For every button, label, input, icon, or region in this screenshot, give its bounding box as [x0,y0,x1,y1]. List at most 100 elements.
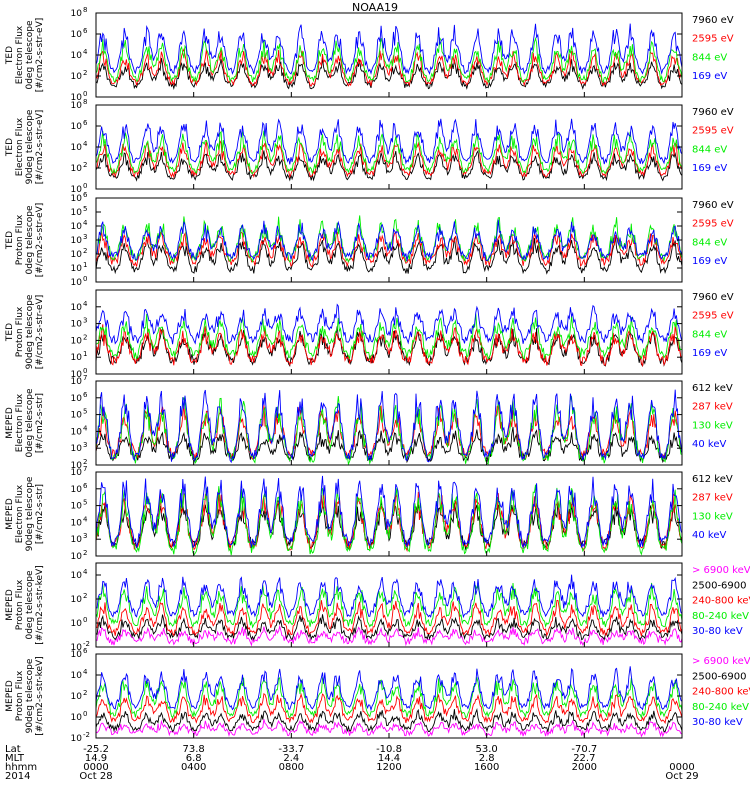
y-tick-exponent: 4 [83,300,88,308]
legend-entry: > 6900 keV [692,565,750,576]
y-tick-exponent: 6 [83,27,88,35]
x-tick-label: 14.4 [378,753,400,764]
y-tick-label: 10 [71,552,83,562]
y-tick-label: 10 [71,336,83,346]
series-line-2-4 [95,118,683,166]
legend-entry: 30-80 keV [692,626,743,637]
y-tick-label: 10 [71,72,83,82]
y-tick-exponent: -2 [83,640,90,648]
y-tick-exponent: 2 [83,458,87,466]
y-tick-label: 10 [71,101,83,111]
y-tick-label: 10 [71,619,83,629]
x-tick-label: -10.8 [376,744,402,755]
x-tick-label: -70.7 [571,744,597,755]
y-tick-exponent: 4 [83,140,88,148]
y-axis-label: [#/cm2-s-str-keV] [35,565,45,644]
y-axis-label: 90deg telescope [25,109,35,184]
y-axis-label: [#/cm2-s-str-eV] [35,18,45,93]
x-tick-label: 2000 [572,762,597,773]
x-tick-label: 22.7 [573,753,595,764]
y-tick-exponent: 4 [83,424,88,432]
y-tick-label: 10 [71,485,83,495]
y-tick-exponent: 1 [83,261,87,269]
x-tick-label: 73.8 [183,744,205,755]
y-tick-label: 10 [71,278,83,288]
x-tick-label: -25.2 [83,744,109,755]
y-axis-label: MEPED [5,680,15,712]
y-tick-exponent: 1 [83,350,87,358]
y-tick-exponent: 6 [83,647,88,655]
y-tick-label: 10 [71,502,83,512]
y-tick-label: 10 [71,208,83,218]
x-tick-label: 14.9 [85,753,107,764]
y-axis-label: Electron Flux [15,25,25,84]
legend-entry: 844 eV [692,329,727,340]
y-axis-label: [#/cm2-s-str] [35,484,45,544]
y-tick-exponent: 6 [83,191,88,199]
y-tick-label: 10 [71,9,83,19]
x-row-label: 2014 [5,771,30,782]
legend-entry: 40 keV [692,530,726,541]
y-tick-label: 10 [71,93,83,103]
y-tick-exponent: 5 [83,205,87,213]
x-tick-label: 0800 [279,762,304,773]
x-tick-label: 0000 [83,762,108,773]
y-tick-exponent: 0 [83,367,87,375]
series-line-3-1 [95,236,683,275]
y-tick-label: 10 [71,444,83,454]
y-tick-label: 10 [71,377,83,387]
y-axis-label: [#/cm2-s-str-keV] [35,656,45,735]
y-tick-label: 10 [71,185,83,195]
legend-entry: 7960 eV [692,200,734,211]
y-tick-label: 10 [71,122,83,132]
y-axis-label: TED [5,46,15,65]
series-line-7-1 [95,624,683,647]
y-tick-exponent: 2 [83,161,87,169]
y-tick-exponent: 0 [83,182,87,190]
y-tick-exponent: -2 [83,731,90,739]
legend-entry: 7960 eV [692,292,734,303]
series-line-8-3 [95,692,683,725]
legend-entry: 612 keV [692,383,733,394]
legend-entry: 844 eV [692,237,727,248]
y-axis-label: 0deg telescope [25,20,35,90]
y-tick-exponent: 7 [83,374,87,382]
legend-entry: 844 eV [692,52,727,63]
y-axis-label: MEPED [5,498,15,530]
x-tick-label: 0400 [181,762,206,773]
y-tick-exponent: 8 [83,98,87,106]
series-line-1-1 [95,58,683,91]
y-tick-label: 10 [71,518,83,528]
legend-entry: 287 keV [692,493,733,504]
y-axis-label: [#/cm2-s-str-eV] [35,203,45,278]
legend-entry: 2595 eV [692,34,734,45]
y-axis-label: [#/cm2-s-str] [35,393,45,453]
y-tick-exponent: 6 [83,391,88,399]
y-tick-label: 10 [71,411,83,421]
x-tick-label: 2.4 [283,753,299,764]
y-axis-label: Proton Flux [15,670,25,721]
y-axis-label: 0deg telescope [25,388,35,458]
series-line-7-2 [95,614,683,642]
series-line-4-1 [95,326,683,368]
legend-entry: 7960 eV [692,107,734,118]
legend-entry: 612 keV [692,474,733,485]
y-tick-label: 10 [71,250,83,260]
y-axis-label: MEPED [5,407,15,439]
chart-title: NOAA19 [351,1,399,14]
y-tick-label: 10 [71,143,83,153]
y-tick-exponent: 4 [83,668,88,676]
y-tick-label: 10 [71,468,83,478]
y-tick-label: 10 [71,264,83,274]
y-tick-exponent: 3 [83,441,87,449]
y-axis-label: MEPED [5,589,15,621]
y-axis-label: TED [5,138,15,157]
x-tick-label: 53.0 [476,744,498,755]
y-tick-label: 10 [71,571,83,581]
y-axis-label: Proton Flux [15,214,25,265]
y-tick-exponent: 2 [83,592,87,600]
y-tick-label: 10 [71,671,83,681]
